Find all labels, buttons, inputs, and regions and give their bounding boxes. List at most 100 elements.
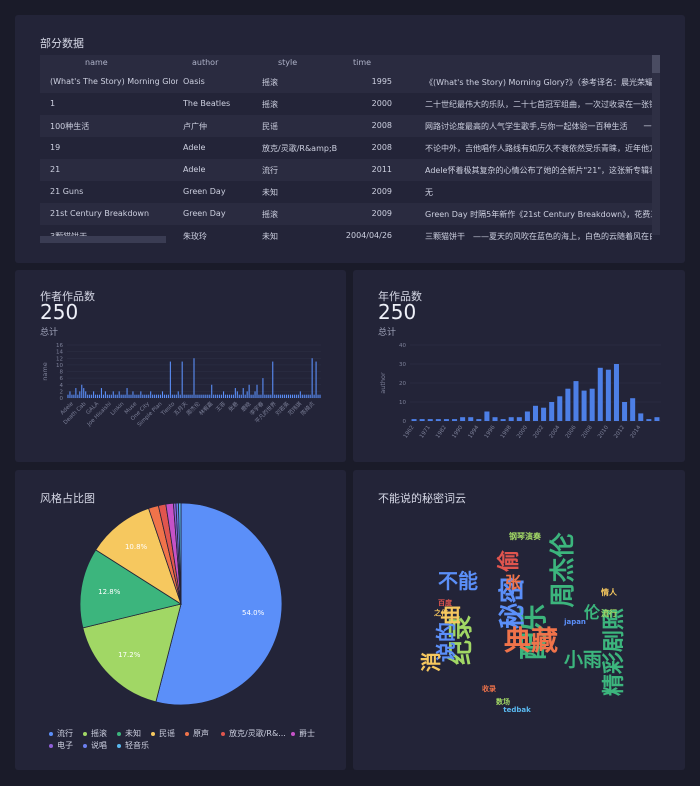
bar[interactable]: [295, 394, 297, 398]
bar[interactable]: [124, 394, 126, 398]
bar[interactable]: [452, 419, 458, 421]
bar[interactable]: [541, 407, 547, 421]
cloud-word[interactable]: 偷: [496, 550, 522, 572]
bar[interactable]: [303, 394, 305, 398]
bar[interactable]: [87, 394, 89, 398]
bar[interactable]: [120, 394, 122, 398]
bar[interactable]: [254, 391, 256, 398]
bar[interactable]: [73, 394, 75, 398]
bar[interactable]: [427, 419, 433, 421]
bar[interactable]: [230, 394, 232, 398]
bar[interactable]: [187, 394, 189, 398]
bar[interactable]: [252, 394, 254, 398]
bar[interactable]: [291, 394, 293, 398]
bar[interactable]: [134, 394, 136, 398]
table-row[interactable]: 1 The Beatles 摇滚 2000 二十世纪最伟大的乐队，二十七首冠军组曲，一次…: [40, 93, 652, 115]
bar[interactable]: [484, 411, 490, 422]
bar[interactable]: [605, 369, 611, 421]
table-row[interactable]: (What's The Story) Morning Glory? Oasis 摇滚…: [40, 71, 652, 93]
bar[interactable]: [161, 391, 164, 398]
table-horizontal-scroll-thumb[interactable]: [40, 236, 166, 243]
bar[interactable]: [158, 394, 160, 398]
bar[interactable]: [163, 394, 166, 398]
legend-item[interactable]: 原声: [185, 728, 209, 739]
bar[interactable]: [221, 394, 223, 398]
bar[interactable]: [197, 394, 199, 398]
bar[interactable]: [224, 394, 227, 398]
bar[interactable]: [589, 388, 595, 421]
bar[interactable]: [250, 394, 252, 398]
bar[interactable]: [234, 388, 236, 398]
bar[interactable]: [177, 391, 179, 398]
bar[interactable]: [81, 384, 83, 398]
cloud-word[interactable]: 曲: [439, 605, 463, 625]
bar[interactable]: [244, 394, 246, 398]
bar[interactable]: [128, 394, 130, 398]
cloud-word[interactable]: 纪录: [446, 615, 475, 665]
bar[interactable]: [199, 394, 201, 398]
bar[interactable]: [156, 394, 158, 398]
bar[interactable]: [148, 394, 150, 398]
bar[interactable]: [144, 394, 146, 398]
table-row[interactable]: 19 Adele 放克/灵歌/R&amp;B 2008 不论中外，吉他唱作人路线有如历久…: [40, 137, 652, 159]
bar[interactable]: [264, 394, 266, 398]
bar[interactable]: [67, 394, 69, 398]
bar[interactable]: [305, 394, 307, 398]
pie-slice[interactable]: [155, 502, 283, 706]
bar[interactable]: [319, 394, 321, 398]
bar[interactable]: [96, 394, 99, 398]
bar[interactable]: [309, 394, 311, 398]
bar[interactable]: [317, 394, 319, 398]
bar[interactable]: [136, 394, 138, 398]
bar[interactable]: [289, 394, 292, 398]
cloud-word[interactable]: 百度: [438, 598, 453, 607]
bar[interactable]: [83, 388, 85, 398]
bar[interactable]: [185, 394, 187, 398]
cloud-word[interactable]: 情人: [600, 587, 618, 597]
cloud-word[interactable]: 精彩剧照: [601, 608, 627, 696]
legend-item[interactable]: 电子: [49, 740, 73, 751]
cloud-word[interactable]: japan: [563, 618, 586, 626]
bar[interactable]: [236, 391, 238, 398]
bar[interactable]: [159, 394, 162, 398]
bar[interactable]: [106, 394, 108, 398]
bar[interactable]: [299, 391, 301, 398]
col-name[interactable]: name: [85, 58, 108, 67]
bar[interactable]: [280, 394, 282, 398]
col-time[interactable]: time: [353, 58, 372, 67]
bar[interactable]: [140, 391, 142, 398]
bar[interactable]: [95, 394, 97, 398]
bar[interactable]: [276, 394, 278, 398]
legend-item[interactable]: 轻音乐: [117, 740, 149, 751]
bar[interactable]: [549, 402, 555, 421]
bar[interactable]: [71, 394, 73, 398]
cloud-word[interactable]: 秘密: [497, 577, 528, 629]
bar[interactable]: [258, 394, 260, 398]
bar[interactable]: [307, 394, 309, 398]
bar[interactable]: [75, 388, 77, 398]
legend-item[interactable]: 民谣: [151, 728, 175, 739]
bar[interactable]: [108, 394, 110, 398]
bar[interactable]: [260, 394, 262, 398]
bar[interactable]: [622, 402, 628, 421]
bar[interactable]: [173, 394, 175, 398]
table-row[interactable]: 21 Guns Green Day 未知 2009 无: [40, 181, 652, 203]
bar[interactable]: [142, 394, 144, 398]
bar[interactable]: [77, 394, 79, 398]
bar[interactable]: [126, 388, 128, 398]
bar[interactable]: [98, 394, 101, 398]
cloud-word[interactable]: 消: [419, 652, 443, 672]
bar[interactable]: [215, 394, 217, 398]
bar[interactable]: [435, 419, 441, 421]
cloud-word[interactable]: 说的: [434, 622, 458, 662]
cloud-word[interactable]: 周杰伦: [548, 532, 577, 608]
bar[interactable]: [508, 417, 514, 421]
bar[interactable]: [597, 367, 603, 421]
legend-item[interactable]: 摇滚: [83, 728, 107, 739]
bar[interactable]: [270, 394, 272, 398]
bar[interactable]: [130, 394, 132, 398]
bar[interactable]: [189, 394, 191, 398]
bar[interactable]: [226, 394, 229, 398]
bar[interactable]: [268, 394, 270, 398]
cloud-word[interactable]: 配乐: [517, 604, 550, 660]
